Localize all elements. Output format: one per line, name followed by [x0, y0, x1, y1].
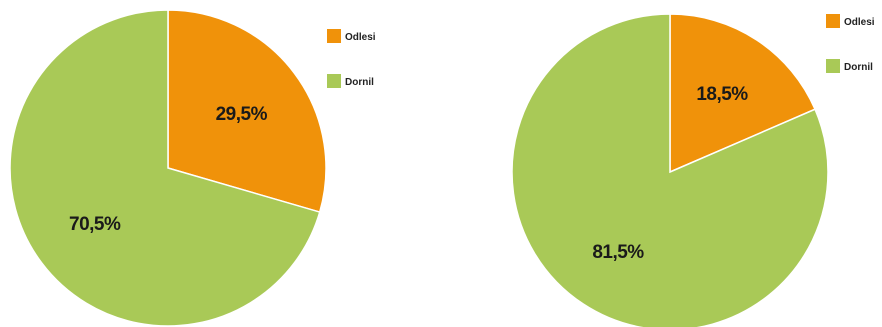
legend-swatch-dornil — [327, 74, 341, 88]
slice-value-label-dornil: 81,5% — [592, 242, 644, 263]
slice-value-label-odlesi: 29,5% — [216, 104, 268, 125]
legend-label-odlesi: Odlesi — [345, 32, 376, 43]
legend-swatch-odlesi — [826, 14, 840, 28]
legend-label-dornil: Dornil — [345, 77, 374, 88]
slice-value-label-odlesi: 18,5% — [696, 84, 748, 105]
pie-slice-odlesi — [669, 13, 816, 174]
legend-label-dornil: Dornil — [844, 62, 873, 73]
pie-chart-left: 29,5% 70,5% Odlesi Dornil — [9, 9, 376, 327]
legend-swatch-odlesi — [327, 29, 341, 43]
pie-chart-right: 18,5% 81,5% Odlesi Dornil — [511, 13, 875, 327]
slice-value-label-dornil: 70,5% — [69, 214, 121, 235]
legend-label-odlesi: Odlesi — [844, 17, 875, 28]
pie-slice-dornil — [9, 9, 321, 327]
pie-slice-odlesi — [167, 9, 327, 214]
pie-slice-dornil — [511, 13, 829, 327]
legend-swatch-dornil — [826, 59, 840, 73]
